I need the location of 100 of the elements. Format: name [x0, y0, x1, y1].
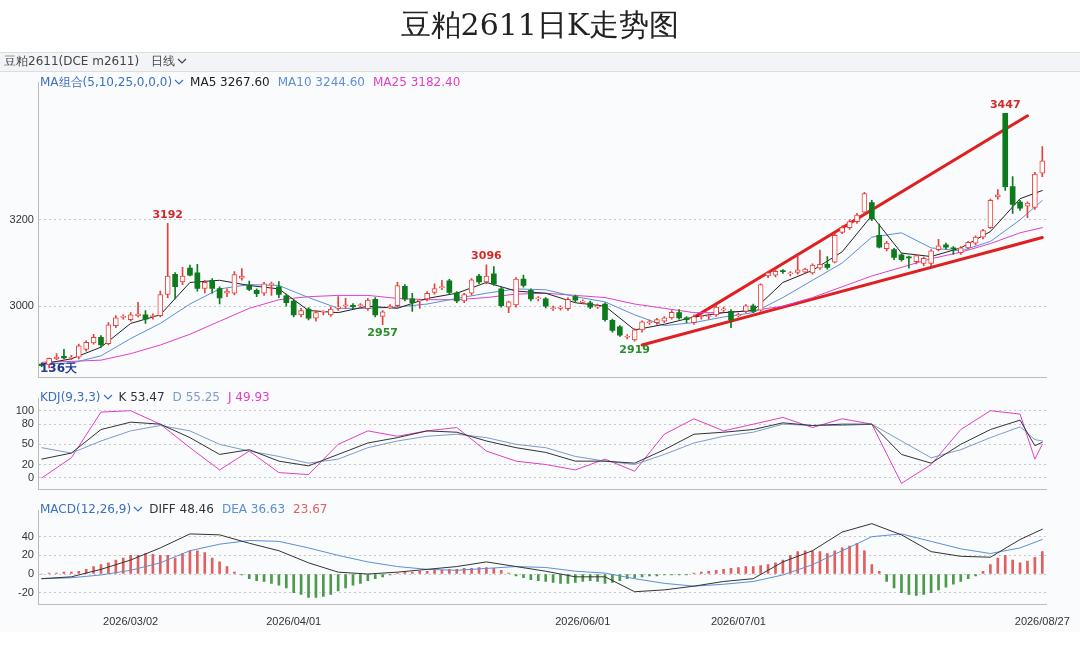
bar	[77, 570, 81, 574]
x-tick-label: 2026/06/01	[555, 615, 611, 628]
legend-title: MA组合(5,10,25,0,0,0)	[40, 75, 173, 89]
bar	[559, 574, 562, 584]
bar	[952, 574, 955, 585]
bar	[70, 571, 73, 574]
bar	[247, 574, 251, 580]
series-label: DIFF 48.46	[149, 502, 214, 516]
bar	[707, 570, 711, 574]
bar	[648, 574, 651, 577]
bar	[210, 557, 214, 574]
y-tick-label: 40	[21, 529, 34, 542]
bar	[759, 565, 762, 574]
candlestick	[817, 249, 823, 270]
bar	[410, 571, 414, 574]
bar	[714, 569, 718, 574]
bar	[255, 574, 258, 581]
bar	[344, 574, 347, 589]
bar	[536, 574, 540, 581]
y-tick-label: 0	[27, 567, 34, 580]
bar	[292, 574, 296, 594]
text: DEA 36.63	[221, 502, 286, 516]
candlestick	[535, 296, 542, 302]
bar	[885, 574, 888, 582]
bar	[233, 571, 236, 574]
annotation: 2957	[367, 326, 398, 340]
bar	[974, 574, 977, 577]
bar	[959, 574, 963, 582]
candlestick	[135, 301, 141, 318]
bar	[522, 574, 525, 579]
bar	[996, 557, 1000, 574]
y-tick-label: 100	[15, 403, 34, 416]
candlestick	[416, 298, 423, 309]
bar	[359, 574, 362, 584]
bar	[322, 574, 325, 597]
bar	[989, 564, 992, 574]
text: J 49.93	[228, 390, 270, 404]
bar	[1011, 559, 1014, 574]
bar	[900, 574, 903, 594]
bar	[181, 553, 184, 574]
bar	[922, 574, 926, 595]
x-tick-label: 2026/03/02	[103, 615, 159, 628]
legend-title: KDJ(9,3,3)	[40, 390, 101, 404]
y-tick-label: 20	[21, 457, 34, 470]
bar	[966, 574, 970, 580]
text: MA5 3267.60	[190, 75, 270, 89]
bar	[336, 574, 340, 592]
bar	[418, 570, 422, 574]
x-tick-label: 2026/04/01	[266, 615, 322, 628]
bar	[196, 550, 199, 574]
bar	[1026, 560, 1029, 574]
bar	[203, 552, 207, 574]
bar	[848, 545, 851, 574]
bar	[544, 574, 548, 582]
bar	[700, 571, 703, 574]
bar	[270, 574, 273, 584]
annotation: 3447	[989, 97, 1021, 111]
candlestick	[164, 222, 171, 298]
bar	[633, 574, 636, 579]
bar	[833, 550, 837, 574]
bar	[877, 570, 881, 574]
y-tick-label: 80	[21, 417, 34, 430]
bar	[218, 561, 221, 574]
y-tick-label: 0	[27, 471, 34, 483]
y-tick-label: 3000	[9, 299, 34, 312]
y-tick-label: -20	[18, 585, 34, 598]
bar	[158, 555, 162, 574]
bar	[499, 569, 503, 574]
legend-title: MACD(12,26,9)	[40, 502, 132, 516]
bar	[307, 574, 310, 598]
bar	[737, 567, 740, 574]
bar	[937, 574, 940, 591]
bar	[722, 569, 725, 574]
annotation: 3192	[152, 207, 184, 221]
y-tick-label: 3200	[9, 212, 34, 225]
annotation: 2919	[619, 342, 650, 356]
bar	[744, 566, 748, 574]
bar	[826, 553, 829, 574]
bar	[1040, 551, 1044, 574]
y-tick-label: 50	[21, 437, 34, 450]
bar	[870, 564, 874, 574]
series-label: K 53.47	[118, 390, 165, 404]
text: MA25 3182.40	[373, 75, 461, 89]
series-label: D 55.25	[172, 390, 221, 404]
bar	[1003, 555, 1007, 574]
bar	[373, 574, 377, 580]
text: 23.67	[293, 502, 328, 516]
x-tick-label: 2026/08/27	[1014, 615, 1070, 628]
bar	[284, 574, 288, 589]
bar	[329, 574, 333, 595]
bar	[863, 550, 866, 574]
bar	[840, 547, 844, 574]
bar	[381, 574, 384, 578]
bar	[166, 555, 170, 574]
candlestick	[335, 296, 342, 311]
annotation: 136天	[40, 360, 79, 375]
y-tick-label: 20	[21, 548, 34, 561]
bar	[914, 574, 918, 596]
chart-title: 豆粕2611日K走势图	[399, 6, 681, 44]
text: MA10 3244.60	[277, 75, 365, 89]
